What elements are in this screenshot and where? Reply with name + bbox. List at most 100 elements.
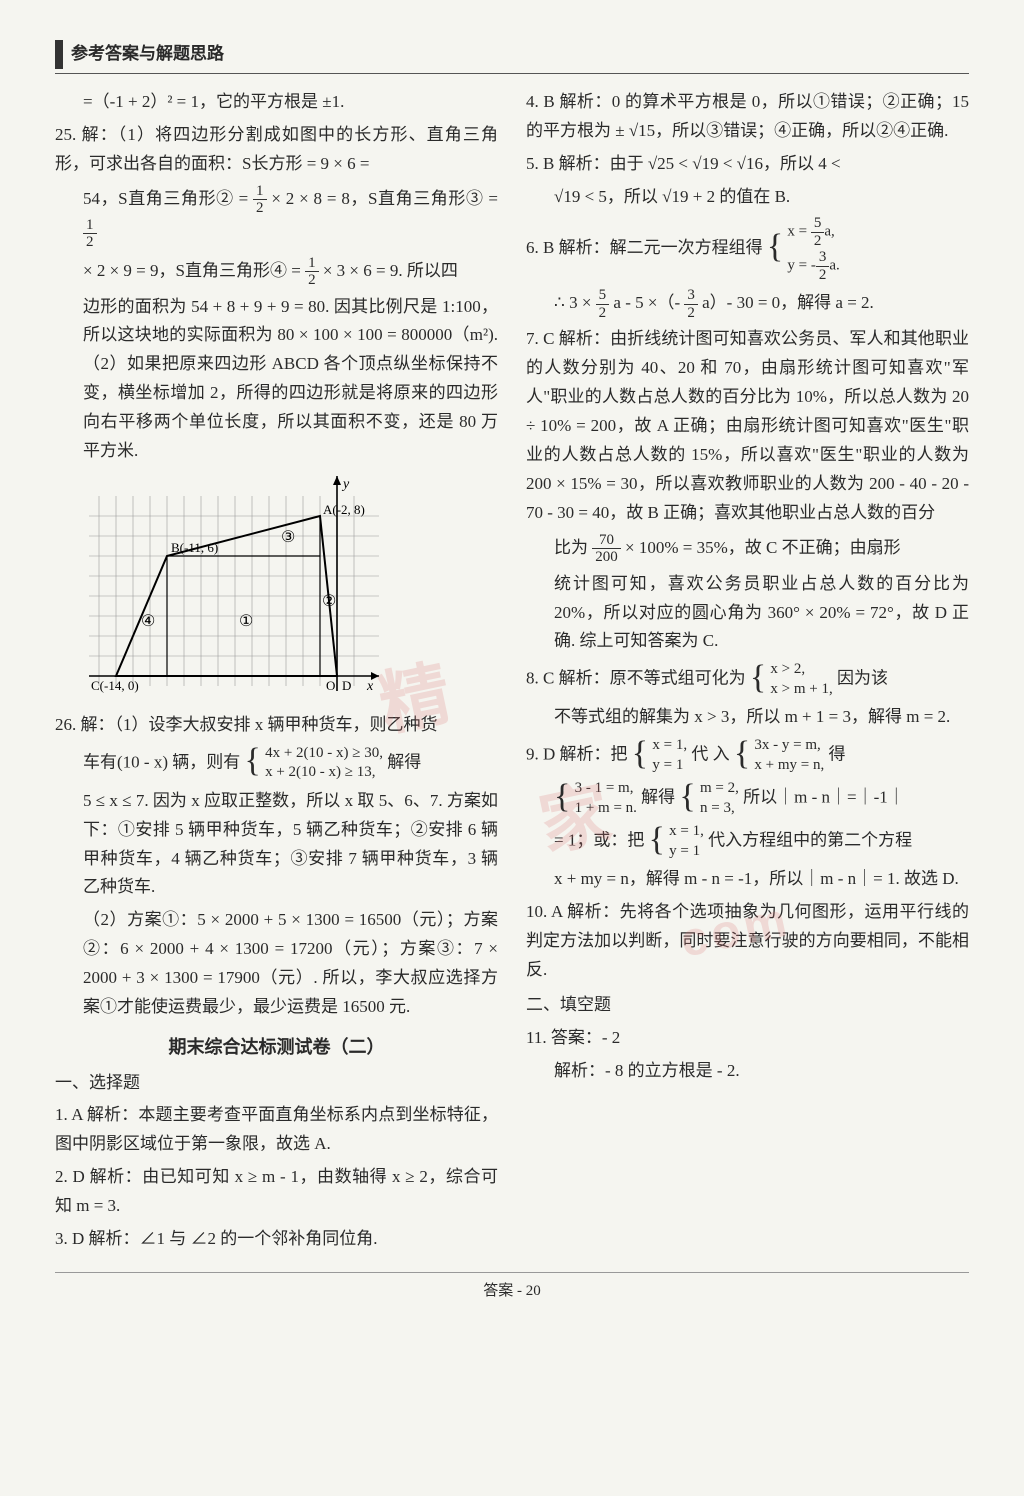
- page-footer: 答案 - 20: [55, 1272, 969, 1305]
- brace-content: m = 2, n = 3,: [700, 779, 739, 818]
- q26-body1: 5 ≤ x ≤ 7. 因为 x 应取正整数，所以 x 取 5、6、7. 方案如下…: [55, 787, 498, 903]
- eq2: y = 1: [669, 843, 700, 859]
- text: × 2 × 8 = 8，S直角三角形③ =: [271, 188, 498, 207]
- eq2: x + 2(10 - x) ≥ 13,: [265, 764, 375, 780]
- q25-line2: 54，S直角三角形② = 12 × 2 × 8 = 8，S直角三角形③ = 12: [55, 183, 498, 251]
- text: 代入方程组中的第二个方程: [708, 831, 912, 850]
- text: y = -: [787, 258, 815, 274]
- text: 6. B 解析：解二元一次方程组得: [526, 238, 763, 257]
- q4: 4. B 解析：0 的算术平方根是 0，所以①错误；②正确；15 的平方根为 ±…: [526, 88, 969, 146]
- left-brace: {: [767, 237, 783, 257]
- eq1: 4x + 2(10 - x) ≥ 30,: [265, 745, 383, 761]
- graph-svg: A(-2, 8) B(-11, 6) C(-14, 0) O D x y ① ③…: [89, 476, 379, 701]
- eq2: x > m + 1,: [770, 681, 832, 697]
- text: × 3 × 6 = 9. 所以四: [323, 260, 458, 279]
- q9-line4: x + my = n，解得 m - n = -1，所以｜m - n｜= 1. 故…: [526, 865, 969, 894]
- q8-line1: 8. C 解析：原不等式组可化为 { x > 2, x > m + 1, 因为该: [526, 660, 969, 699]
- left-brace: {: [649, 830, 665, 850]
- q3: 3. D 解析：∠1 与 ∠2 的一个邻补角同位角.: [55, 1225, 498, 1254]
- text: × 2 × 9 = 9，S直角三角形④ =: [83, 260, 305, 279]
- text: 车有(10 - x) 辆，则有: [83, 752, 240, 771]
- y-axis-label: y: [341, 477, 350, 492]
- section-title: 期末综合达标测试卷（二）: [55, 1032, 498, 1063]
- text: 比为: [554, 538, 592, 557]
- fraction: 32: [684, 287, 698, 321]
- left-brace: {: [244, 751, 260, 771]
- q26-line2: 车有(10 - x) 辆，则有 { 4x + 2(10 - x) ≥ 30, x…: [55, 744, 498, 783]
- text: 因为该: [837, 669, 888, 688]
- left-brace: {: [554, 787, 570, 807]
- brace-content: 3 - 1 = m, 1 + m = n.: [575, 779, 637, 818]
- two-column-layout: =（-1 + 2）² = 1，它的平方根是 ±1. 25. 解：（1）将四边形分…: [55, 88, 969, 1258]
- text: 54，S直角三角形② =: [83, 188, 253, 207]
- point-b-label: B(-11, 6): [171, 540, 218, 555]
- q26-line1: 26. 解：（1）设李大叔安排 x 辆甲种货车，则乙种货: [55, 711, 498, 740]
- left-brace: {: [632, 744, 648, 764]
- coordinate-graph: A(-2, 8) B(-11, 6) C(-14, 0) O D x y ① ③…: [89, 476, 379, 701]
- q11-explain: 解析：- 8 的立方根是 - 2.: [526, 1057, 969, 1086]
- text: 所以｜m - n｜=｜-1｜: [743, 788, 905, 807]
- q11-answer: 11. 答案：- 2: [526, 1024, 969, 1053]
- brace-content: 4x + 2(10 - x) ≥ 30, x + 2(10 - x) ≥ 13,: [265, 744, 383, 783]
- text: a,: [824, 224, 834, 240]
- text: 解得: [387, 752, 421, 771]
- brace-content: x = 1, y = 1: [652, 736, 687, 775]
- q8-body: 不等式组的解集为 x > 3，所以 m + 1 = 3，解得 m = 2.: [526, 703, 969, 732]
- fraction: 52: [596, 287, 610, 321]
- eq1: x = 1,: [669, 823, 704, 839]
- brace-content: 3x - y = m, x + my = n,: [754, 736, 824, 775]
- q7-line-frac: 比为 70200 × 100% = 35%，故 C 不正确；由扇形: [526, 532, 969, 566]
- q6-line2: ∴ 3 × 52 a - 5 ×（- 32 a）- 30 = 0，解得 a = …: [526, 287, 969, 321]
- region-2: ②: [322, 593, 336, 610]
- q7-body1: 7. C 解析：由折线统计图可知喜欢公务员、军人和其他职业的人数分别为 40、2…: [526, 325, 969, 527]
- region-3: ③: [281, 529, 295, 546]
- brace-content: x = 1, y = 1: [669, 822, 704, 861]
- text: = 1；或：把: [554, 831, 644, 850]
- page-header: 参考答案与解题思路: [55, 40, 969, 69]
- fraction: 12: [83, 217, 97, 251]
- q5-line2: √19 < 5，所以 √19 + 2 的值在 B.: [526, 183, 969, 212]
- q25-body: 边形的面积为 54 + 8 + 9 + 9 = 80. 因其比例尺是 1:100…: [55, 293, 498, 466]
- eq2: y = 1: [652, 757, 683, 773]
- q25-line3: × 2 × 9 = 9，S直角三角形④ = 12 × 3 × 6 = 9. 所以…: [55, 255, 498, 289]
- q9-line1: 9. D 解析：把 { x = 1, y = 1 代 入 { 3x - y = …: [526, 736, 969, 775]
- region-1: ①: [239, 613, 253, 630]
- left-column: =（-1 + 2）² = 1，它的平方根是 ±1. 25. 解：（1）将四边形分…: [55, 88, 498, 1258]
- point-a-label: A(-2, 8): [323, 502, 365, 517]
- q9-line2: { 3 - 1 = m, 1 + m = n. 解得 { m = 2, n = …: [526, 779, 969, 818]
- q24-end: =（-1 + 2）² = 1，它的平方根是 ±1.: [55, 88, 498, 117]
- subsection-1: 一、选择题: [55, 1069, 498, 1098]
- text: a）- 30 = 0，解得 a = 2.: [702, 293, 874, 312]
- right-column: 4. B 解析：0 的算术平方根是 0，所以①错误；②正确；15 的平方根为 ±…: [526, 88, 969, 1258]
- eq1: x > 2,: [770, 661, 805, 677]
- text: 得: [829, 745, 846, 764]
- q6-line1: 6. B 解析：解二元一次方程组得 { x = 52a, y = -32a.: [526, 215, 969, 283]
- q7-body2: 统计图可知，喜欢公务员职业占总人数的百分比为 20%，所以对应的圆心角为 360…: [526, 570, 969, 657]
- text: 8. C 解析：原不等式组可化为: [526, 669, 746, 688]
- left-brace: {: [734, 744, 750, 764]
- origin-label: O: [326, 678, 335, 693]
- subsection-2: 二、填空题: [526, 991, 969, 1020]
- eq1: m = 2,: [700, 780, 739, 796]
- region-4: ④: [141, 613, 155, 630]
- header-divider: [55, 73, 969, 74]
- eq1: 3x - y = m,: [754, 737, 820, 753]
- q10: 10. A 解析：先将各个选项抽象为几何图形，运用平行线的判定方法加以判断，同时…: [526, 898, 969, 985]
- point-d-label: D: [342, 678, 351, 693]
- fraction: 70200: [592, 532, 621, 566]
- eq1: 3 - 1 = m,: [575, 780, 634, 796]
- left-brace: {: [750, 668, 766, 688]
- text: 代 入: [691, 745, 729, 764]
- text: a - 5 ×（-: [613, 293, 680, 312]
- text: a.: [829, 258, 839, 274]
- point-c-label: C(-14, 0): [91, 678, 139, 693]
- brace-content: x = 52a, y = -32a.: [787, 215, 839, 283]
- eq2: 1 + m = n.: [575, 800, 637, 816]
- q5-line1: 5. B 解析：由于 √25 < √19 < √16，所以 4 <: [526, 150, 969, 179]
- text: × 100% = 35%，故 C 不正确；由扇形: [625, 538, 901, 557]
- q1: 1. A 解析：本题主要考查平面直角坐标系内点到坐标特征，图中阴影区域位于第一象…: [55, 1101, 498, 1159]
- q25-line1: 25. 解：（1）将四边形分割成如图中的长方形、直角三角形，可求出各自的面积：S…: [55, 121, 498, 179]
- brace-content: x > 2, x > m + 1,: [770, 660, 832, 699]
- text: 解得: [641, 788, 675, 807]
- text: x =: [787, 224, 810, 240]
